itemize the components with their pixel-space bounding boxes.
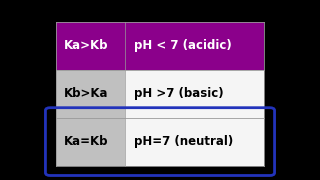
Bar bbox=[124, 70, 264, 118]
Bar bbox=[56, 70, 124, 118]
Text: pH < 7 (acidic): pH < 7 (acidic) bbox=[134, 39, 232, 52]
Text: Kb>Ka: Kb>Ka bbox=[64, 87, 108, 100]
Bar bbox=[124, 118, 264, 166]
Bar bbox=[56, 22, 124, 70]
Text: Ka>Kb: Ka>Kb bbox=[64, 39, 108, 52]
Text: pH >7 (basic): pH >7 (basic) bbox=[134, 87, 224, 100]
Bar bbox=[124, 22, 264, 70]
Text: Ka=Kb: Ka=Kb bbox=[64, 135, 108, 148]
Bar bbox=[56, 22, 264, 166]
Bar bbox=[56, 118, 124, 166]
Text: pH=7 (neutral): pH=7 (neutral) bbox=[134, 135, 234, 148]
